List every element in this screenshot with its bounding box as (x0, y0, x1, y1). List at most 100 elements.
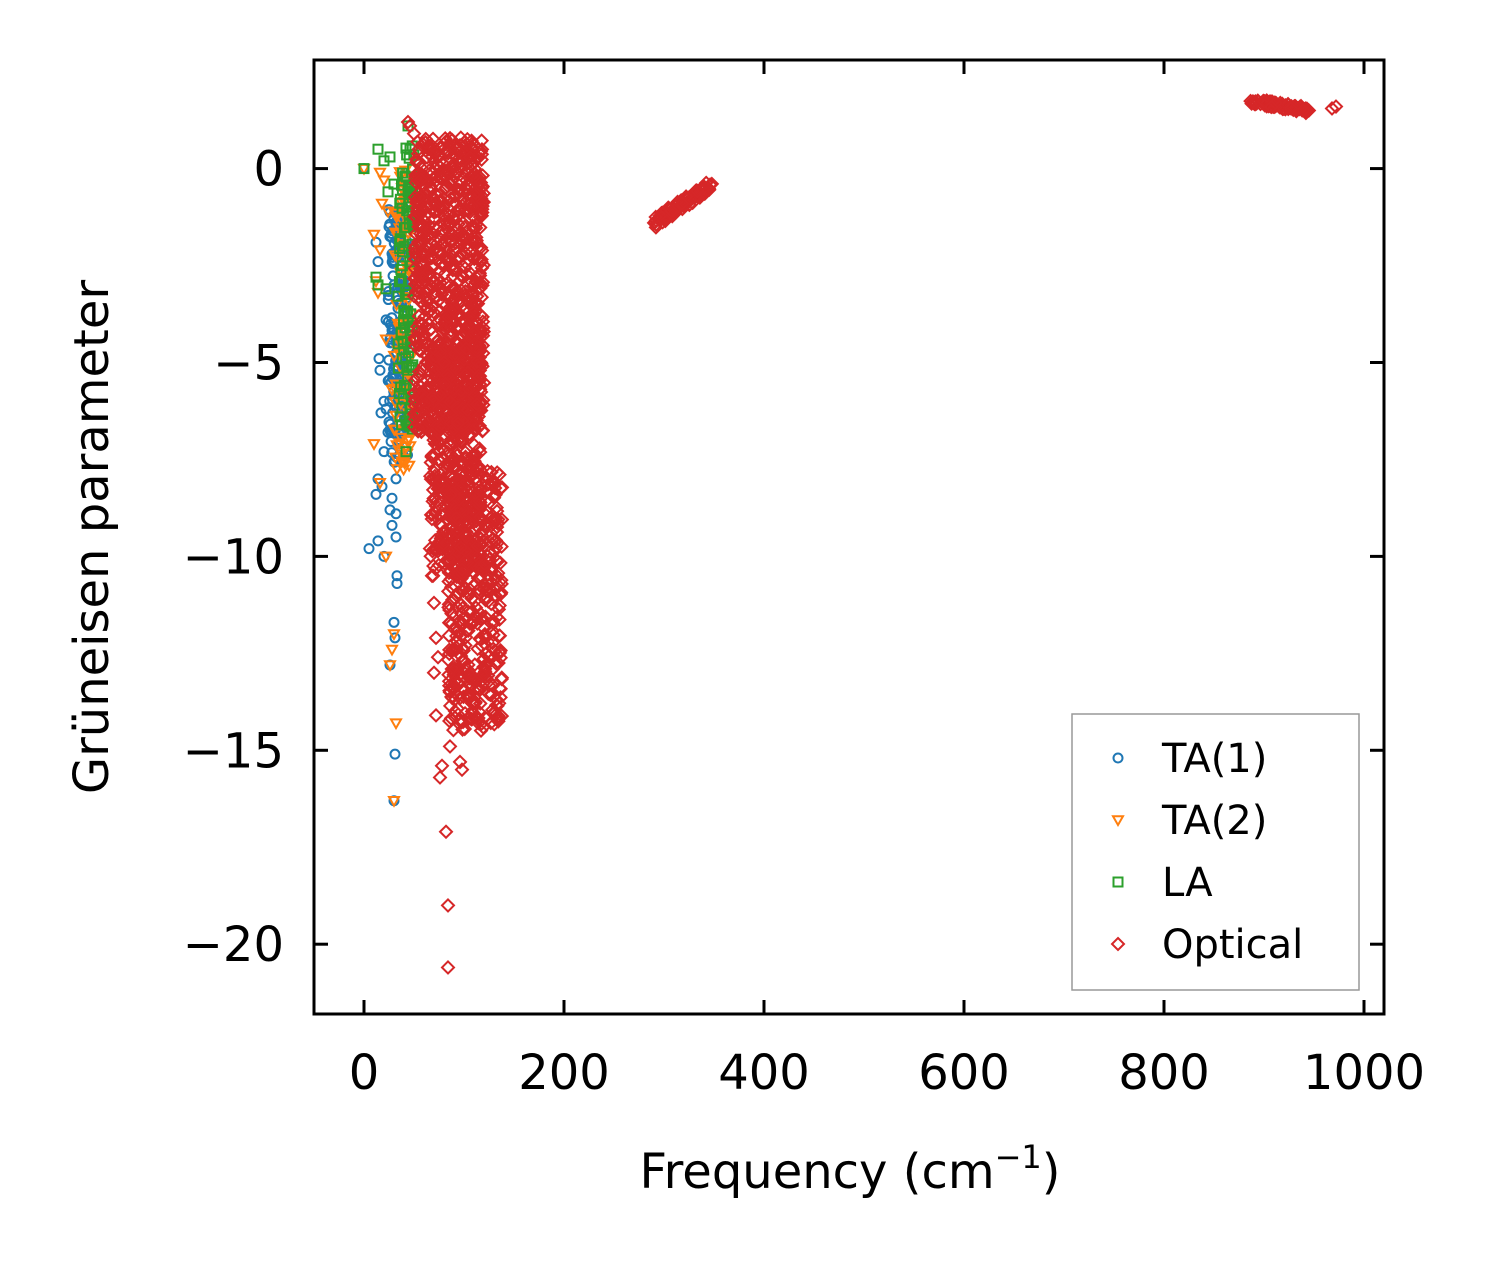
data-point (411, 421, 426, 437)
data-point (423, 471, 439, 487)
data-point (491, 709, 507, 725)
data-point (471, 682, 487, 698)
data-point (382, 186, 394, 198)
data-point (387, 629, 401, 641)
data-point (490, 535, 506, 551)
data-point (469, 216, 484, 232)
data-point (443, 278, 458, 294)
data-point (386, 492, 398, 504)
data-point (411, 308, 427, 324)
data-point (461, 202, 477, 218)
data-point (452, 667, 468, 682)
data-point (478, 494, 494, 509)
data-point (389, 632, 401, 644)
data-point (474, 289, 490, 305)
data-point (451, 472, 467, 488)
data-point (459, 529, 475, 545)
data-point (438, 252, 454, 268)
data-point (428, 707, 444, 723)
x-tick-label: 800 (1118, 1045, 1210, 1101)
data-point (460, 526, 476, 542)
data-point (453, 307, 468, 323)
data-point (440, 960, 456, 975)
data-point (375, 198, 389, 211)
data-point (470, 325, 486, 341)
data-point (664, 203, 679, 219)
data-point (483, 477, 499, 493)
y-tick-label: −10 (183, 529, 284, 585)
data-point (370, 271, 382, 283)
data-point (467, 336, 483, 352)
data-point (426, 665, 442, 681)
data-point (462, 150, 478, 166)
data-point (472, 418, 488, 434)
data-point (462, 253, 477, 269)
y-tick-label: −5 (213, 335, 284, 391)
data-point (463, 157, 479, 173)
data-point (378, 446, 390, 458)
data-point (456, 416, 472, 432)
data-point (467, 161, 483, 177)
data-point (398, 305, 410, 317)
data-point (472, 631, 488, 647)
legend-label-la: LA (1162, 860, 1213, 906)
data-point (464, 198, 480, 214)
data-point (457, 367, 473, 383)
data-point (436, 216, 452, 232)
data-point (372, 535, 384, 547)
data-point (412, 226, 428, 242)
data-point (432, 472, 448, 488)
plot-area (357, 93, 1344, 975)
data-point (447, 188, 463, 204)
data-point (447, 218, 463, 234)
data-point (396, 246, 408, 258)
data-point (476, 324, 492, 340)
data-point (390, 508, 402, 520)
legend-frame (1071, 713, 1360, 991)
data-point (468, 547, 483, 563)
data-point (426, 491, 442, 506)
legend: TA(1) TA(2) LA Optical (1071, 713, 1360, 991)
data-point (429, 431, 445, 447)
data-point (390, 531, 402, 543)
data-point (1295, 102, 1311, 118)
data-point (1288, 100, 1303, 116)
data-point (459, 266, 475, 282)
data-point (400, 142, 412, 154)
data-point (376, 481, 388, 493)
data-point (450, 415, 466, 431)
y-axis-title: Grüneisen parameter (64, 280, 120, 795)
data-point (394, 242, 406, 254)
data-point (473, 207, 489, 222)
data-point (422, 413, 438, 429)
data-point (408, 171, 424, 186)
data-point (413, 235, 428, 251)
data-point (491, 578, 507, 594)
data-point (433, 246, 449, 262)
data-point (464, 293, 480, 309)
data-point (1245, 94, 1261, 109)
data-point (407, 189, 423, 205)
data-point (426, 595, 442, 611)
data-point (460, 427, 476, 443)
data-point (433, 507, 449, 523)
data-point (1324, 101, 1340, 116)
data-point (457, 638, 473, 653)
data-point (461, 515, 477, 531)
data-point (428, 349, 444, 364)
data-point (403, 347, 415, 359)
data-point (460, 657, 476, 673)
legend-label-ta1: TA(1) (1161, 736, 1267, 782)
data-point (451, 145, 467, 160)
data-point (442, 139, 457, 155)
data-point (474, 260, 490, 276)
data-point (447, 345, 463, 361)
data-point (389, 718, 403, 731)
data-point (485, 641, 501, 657)
data-point (477, 578, 493, 594)
data-point (453, 130, 469, 146)
data-point (493, 681, 509, 697)
data-point (406, 406, 422, 422)
data-point (418, 134, 433, 150)
data-point (450, 413, 465, 429)
